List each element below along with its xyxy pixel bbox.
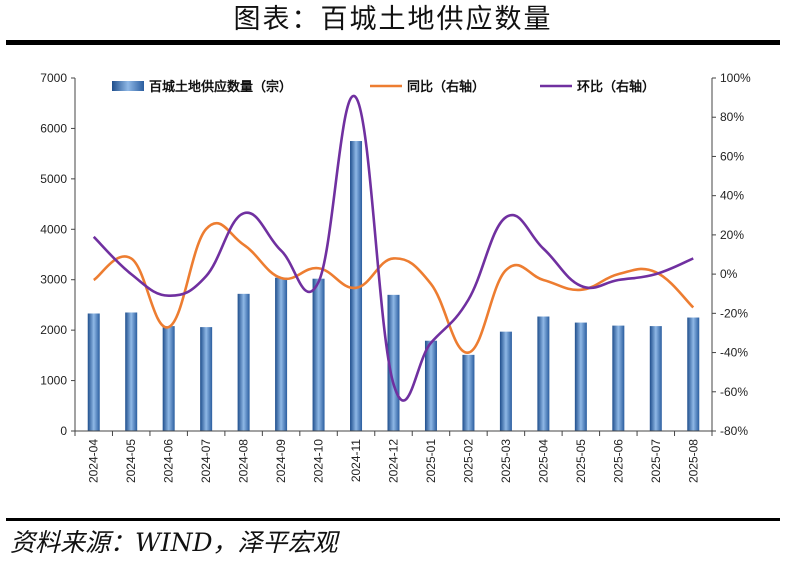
x-tick-label: 2024-11 — [349, 439, 363, 482]
legend-mom-label: 环比（右轴） — [577, 79, 655, 95]
right-tick-label: -20% — [720, 306, 748, 320]
x-tick-label: 2025-04 — [536, 439, 550, 483]
bar-2024-04 — [87, 313, 100, 431]
chart-legend: 百城土地供应数量（宗） 同比（右轴） 环比（右轴） — [112, 79, 655, 95]
bar-2025-04 — [537, 316, 550, 431]
bar-2025-06 — [612, 325, 625, 431]
left-tick-label: 1000 — [40, 374, 67, 388]
bar-2024-09 — [275, 277, 288, 431]
legend-yoy-label: 同比（右轴） — [407, 79, 485, 95]
right-tick-label: 80% — [720, 110, 744, 124]
bar-2024-11 — [350, 141, 363, 432]
page-title: 图表：百城土地供应数量 — [233, 4, 553, 35]
x-tick-label: 2024-08 — [237, 439, 251, 483]
bar-2024-12 — [387, 294, 400, 431]
mom-line — [92, 94, 694, 402]
left-tick-label: 4000 — [40, 222, 67, 236]
line-series — [92, 94, 695, 402]
left-tick-label: 0 — [60, 424, 67, 438]
bar-2025-08 — [687, 317, 700, 431]
legend-bar-label: 百城土地供应数量（宗） — [149, 79, 292, 95]
x-tick-label: 2024-12 — [387, 439, 401, 483]
source-note: 资料来源：WIND，泽平宏观 — [10, 528, 338, 557]
left-tick-label: 5000 — [40, 172, 67, 186]
x-tick-label: 2024-10 — [312, 439, 326, 483]
x-tick-label: 2024-09 — [274, 439, 288, 483]
chart-axes: 0 1000 2000 3000 4000 5000 6000 7000 -80% -60% -40… — [40, 71, 751, 483]
x-tick-label: 2025-05 — [574, 439, 588, 483]
x-tick-label: 2024-07 — [199, 439, 213, 483]
left-tick-label: 3000 — [40, 273, 67, 287]
right-tick-label: 40% — [720, 189, 744, 203]
x-tick-label: 2025-06 — [611, 439, 625, 483]
right-tick-label: 0% — [720, 267, 738, 281]
bar-series — [87, 141, 700, 432]
x-tick-label: 2025-07 — [649, 439, 663, 483]
left-tick-label: 2000 — [40, 323, 67, 337]
bar-2024-05 — [125, 312, 138, 431]
bar-2025-05 — [574, 322, 587, 431]
bar-2025-03 — [499, 331, 512, 431]
x-tick-label: 2025-03 — [499, 439, 513, 483]
x-tick-label: 2024-06 — [162, 439, 176, 483]
x-tick-label: 2024-05 — [124, 439, 138, 483]
right-tick-label: 60% — [720, 149, 744, 163]
x-tick-label: 2025-02 — [461, 439, 475, 483]
right-tick-label: -80% — [720, 424, 748, 438]
left-tick-label: 7000 — [40, 71, 67, 85]
bar-2024-06 — [162, 326, 175, 431]
right-tick-label: -40% — [720, 346, 748, 360]
right-tick-label: 20% — [720, 228, 744, 242]
x-tick-label: 2025-08 — [686, 439, 700, 483]
bar-2024-08 — [237, 293, 250, 431]
x-tick-label: 2024-04 — [87, 439, 101, 483]
legend-bar-swatch — [112, 81, 144, 91]
right-tick-label: -60% — [720, 385, 748, 399]
land-supply-chart: 0 1000 2000 3000 4000 5000 6000 7000 -80% -60% -40… — [40, 71, 751, 483]
bar-2024-10 — [312, 278, 325, 431]
bar-2025-02 — [462, 354, 475, 431]
x-tick-label: 2025-01 — [424, 439, 438, 483]
bar-2025-01 — [424, 340, 437, 431]
left-tick-label: 6000 — [40, 121, 67, 135]
yoy-line — [92, 221, 695, 354]
source-rule — [6, 518, 780, 521]
bar-2025-07 — [649, 326, 662, 431]
bar-2024-07 — [200, 327, 213, 431]
right-tick-label: 100% — [720, 71, 751, 85]
title-rule — [6, 40, 780, 45]
